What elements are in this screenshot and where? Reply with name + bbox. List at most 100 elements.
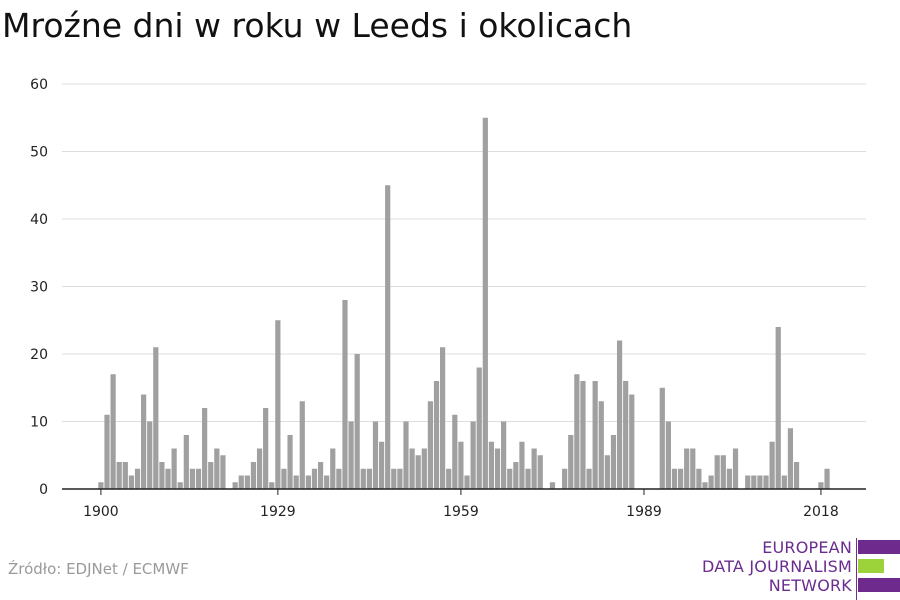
bar-1981 <box>592 381 598 489</box>
bar-1919 <box>214 448 220 489</box>
bar-1953 <box>421 448 427 489</box>
bar-1957 <box>446 468 452 489</box>
bar-1912 <box>171 448 177 489</box>
bar-1907 <box>141 394 147 489</box>
edjnet-logo: EUROPEAN DATA JOURNALISM NETWORK <box>700 538 900 600</box>
bar-1935 <box>311 468 318 489</box>
bar-1937 <box>324 475 330 489</box>
bar-1900 <box>98 482 104 489</box>
bar-1929 <box>275 320 281 489</box>
bar-1941 <box>348 421 354 489</box>
bar-1979 <box>580 381 586 489</box>
logo-purple-bar-bottom <box>858 578 900 592</box>
x-tick-label: 1929 <box>260 504 296 520</box>
y-tick-label: 10 <box>30 415 48 431</box>
bar-2009 <box>763 475 769 489</box>
bar-1922 <box>232 482 238 489</box>
bar-1995 <box>677 468 684 489</box>
bars <box>98 117 830 489</box>
bar-1948 <box>391 468 397 489</box>
bar-1949 <box>397 468 403 489</box>
bar-1909 <box>153 347 159 489</box>
bar-1924 <box>244 475 250 489</box>
x-tick-label: 1959 <box>443 504 479 520</box>
bar-1920 <box>220 455 226 489</box>
bar-1984 <box>610 435 617 489</box>
logo-divider <box>856 538 857 600</box>
bar-1938 <box>330 448 336 489</box>
bar-1914 <box>183 435 189 489</box>
bar-1952 <box>415 455 421 489</box>
bar-1994 <box>671 468 678 489</box>
bar-1928 <box>269 482 275 489</box>
source-note: Źródło: EDJNet / ECMWF <box>8 560 189 578</box>
x-tick-label: 1989 <box>626 504 662 520</box>
bar-1968 <box>513 462 519 489</box>
bar-1930 <box>281 468 287 489</box>
bar-1932 <box>293 475 299 489</box>
bar-1908 <box>147 421 153 489</box>
bar-1951 <box>409 448 415 489</box>
bar-1969 <box>519 441 525 489</box>
bar-1967 <box>507 468 513 489</box>
bar-1985 <box>616 340 623 489</box>
grid-lines <box>62 83 866 422</box>
logo-line-network: NETWORK <box>768 576 852 595</box>
y-tick-label: 50 <box>30 145 48 161</box>
bar-1982 <box>598 401 604 489</box>
bar-1966 <box>501 421 507 489</box>
bar-1962 <box>476 367 482 489</box>
bar-2018 <box>818 482 824 489</box>
bar-1978 <box>574 374 580 489</box>
bar-1910 <box>159 462 165 489</box>
bar-1955 <box>433 381 440 489</box>
bar-1959 <box>458 441 464 489</box>
bar-1963 <box>482 117 488 489</box>
y-tick-label: 0 <box>39 482 48 498</box>
bar-1964 <box>488 441 495 489</box>
bar-1902 <box>110 374 116 489</box>
bar-1918 <box>208 462 214 489</box>
bar-1983 <box>604 455 610 489</box>
bar-1997 <box>690 448 696 489</box>
bar-1980 <box>586 468 592 489</box>
bar-2001 <box>714 455 720 489</box>
bar-1926 <box>256 448 263 489</box>
chart-title: Mroźne dni w roku w Leeds i okolicach <box>2 6 633 45</box>
bar-1944 <box>366 468 372 489</box>
bar-2011 <box>775 327 781 489</box>
bar-1977 <box>568 435 574 489</box>
y-tick-label: 30 <box>30 280 48 296</box>
x-tick-label: 1900 <box>83 504 119 520</box>
bar-1904 <box>122 462 128 489</box>
y-tick-label: 60 <box>30 77 48 93</box>
bar-2008 <box>757 475 763 489</box>
bar-1961 <box>470 421 476 489</box>
bar-1976 <box>562 468 568 489</box>
bar-1950 <box>403 421 409 489</box>
bar-1915 <box>189 468 196 489</box>
bar-1946 <box>378 441 385 489</box>
bar-1934 <box>305 475 311 489</box>
bar-1931 <box>287 435 293 489</box>
bar-1993 <box>665 421 671 489</box>
logo-green-bar <box>858 559 884 573</box>
bar-1945 <box>372 421 379 489</box>
bar-2000 <box>708 475 714 489</box>
bar-1901 <box>104 414 110 489</box>
bar-1906 <box>134 468 141 489</box>
bar-1958 <box>452 414 458 489</box>
bar-1986 <box>623 381 629 489</box>
bar-1905 <box>128 475 135 489</box>
bar-1999 <box>702 482 708 489</box>
y-tick-label: 20 <box>30 347 48 363</box>
axes: 0 10 20 30 40 50 60 1900 1929 1959 1989 2018 <box>30 77 866 520</box>
bar-1933 <box>299 401 305 489</box>
bar-2006 <box>745 475 751 489</box>
bar-1956 <box>440 347 446 489</box>
bar-1916 <box>195 468 202 489</box>
x-tick-label: 2018 <box>803 504 839 520</box>
bar-1972 <box>537 455 543 489</box>
bar-2010 <box>769 441 775 489</box>
